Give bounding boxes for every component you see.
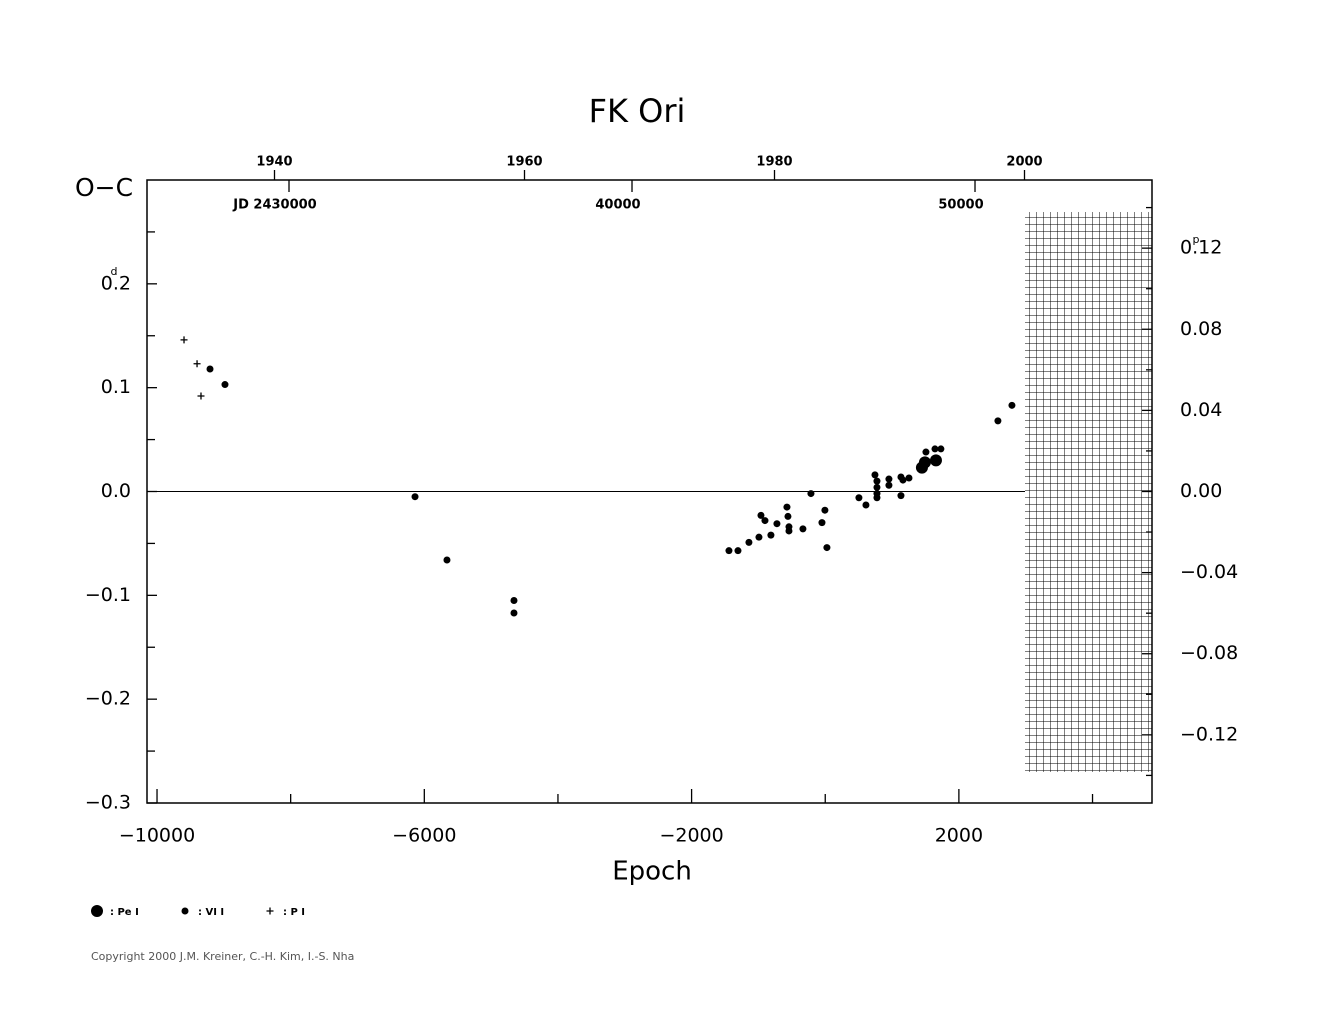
point	[799, 525, 807, 533]
point	[823, 544, 831, 552]
x-tick-label: −2000	[659, 825, 723, 847]
point	[807, 490, 815, 498]
jd-tick-label: 40000	[595, 198, 640, 213]
legend-marker	[266, 907, 274, 915]
point	[931, 445, 939, 453]
point	[761, 517, 769, 525]
year-tick-label: 1940	[256, 155, 292, 170]
y2-unit: p	[1193, 233, 1200, 246]
copyright: Copyright 2000 J.M. Kreiner, C.-H. Kim, …	[91, 950, 354, 963]
x-tick-label: 2000	[935, 825, 983, 847]
y-tick-label: 0.2	[101, 272, 131, 294]
point	[180, 336, 188, 344]
point	[725, 547, 733, 555]
point	[443, 556, 451, 564]
year-tick-label: 2000	[1006, 155, 1042, 170]
y-unit: d	[111, 265, 118, 278]
point	[206, 365, 214, 373]
legend-label: : VI I	[198, 907, 224, 918]
y2-tick-label: 0.08	[1180, 318, 1222, 340]
y2-tick-label: 0.04	[1180, 399, 1222, 421]
legend-marker	[91, 905, 103, 917]
point	[873, 494, 881, 502]
point	[885, 481, 893, 489]
point	[905, 474, 913, 482]
jd-tick-label: 50000	[938, 198, 983, 213]
point	[745, 538, 753, 546]
point	[897, 492, 905, 500]
point	[821, 506, 829, 514]
point	[785, 527, 793, 535]
point	[994, 417, 1002, 425]
chart-title: FK Ori	[589, 92, 686, 130]
year-tick-label: 1980	[756, 155, 792, 170]
x-tick-label: −6000	[392, 825, 456, 847]
point	[922, 448, 930, 456]
point	[755, 533, 763, 541]
point	[885, 475, 893, 483]
y2-tick-label: 0.00	[1180, 480, 1222, 502]
point	[899, 476, 907, 484]
y-tick-label: 0.1	[101, 376, 131, 398]
y-tick-label: −0.3	[85, 792, 131, 814]
jd-tick-label: JD 2430000	[232, 198, 316, 213]
point	[757, 511, 765, 519]
point	[929, 454, 942, 467]
point	[783, 503, 791, 511]
point	[918, 456, 931, 469]
legend-label: : Pe I	[110, 907, 139, 918]
point	[818, 519, 826, 527]
point	[871, 471, 879, 479]
y2-tick-label: 0.12	[1180, 237, 1222, 259]
y-tick-label: −0.2	[85, 688, 131, 710]
point	[937, 445, 945, 453]
y2-tick-label: −0.12	[1180, 723, 1238, 745]
point	[411, 493, 419, 501]
point	[510, 609, 518, 617]
point	[1008, 401, 1016, 409]
point	[873, 477, 881, 485]
y-axis-label: O−C	[75, 173, 133, 202]
y2-tick-label: −0.04	[1180, 561, 1238, 583]
x-axis-label: Epoch	[612, 857, 692, 887]
y2-tick-label: −0.08	[1180, 642, 1238, 664]
point	[862, 501, 870, 509]
point	[855, 494, 863, 502]
point	[773, 520, 781, 528]
legend-marker	[181, 907, 189, 915]
hatched-region	[1025, 212, 1152, 772]
point	[767, 531, 775, 539]
point	[784, 512, 792, 520]
point	[510, 597, 518, 605]
legend-label: : P I	[283, 907, 305, 918]
point	[734, 547, 742, 555]
x-tick-label: −10000	[119, 825, 195, 847]
point	[197, 392, 205, 400]
y-tick-label: −0.1	[85, 584, 131, 606]
year-tick-label: 1960	[506, 155, 542, 170]
point	[193, 360, 201, 368]
point	[221, 381, 229, 389]
y-tick-label: 0.0	[101, 480, 131, 502]
point	[873, 483, 881, 491]
